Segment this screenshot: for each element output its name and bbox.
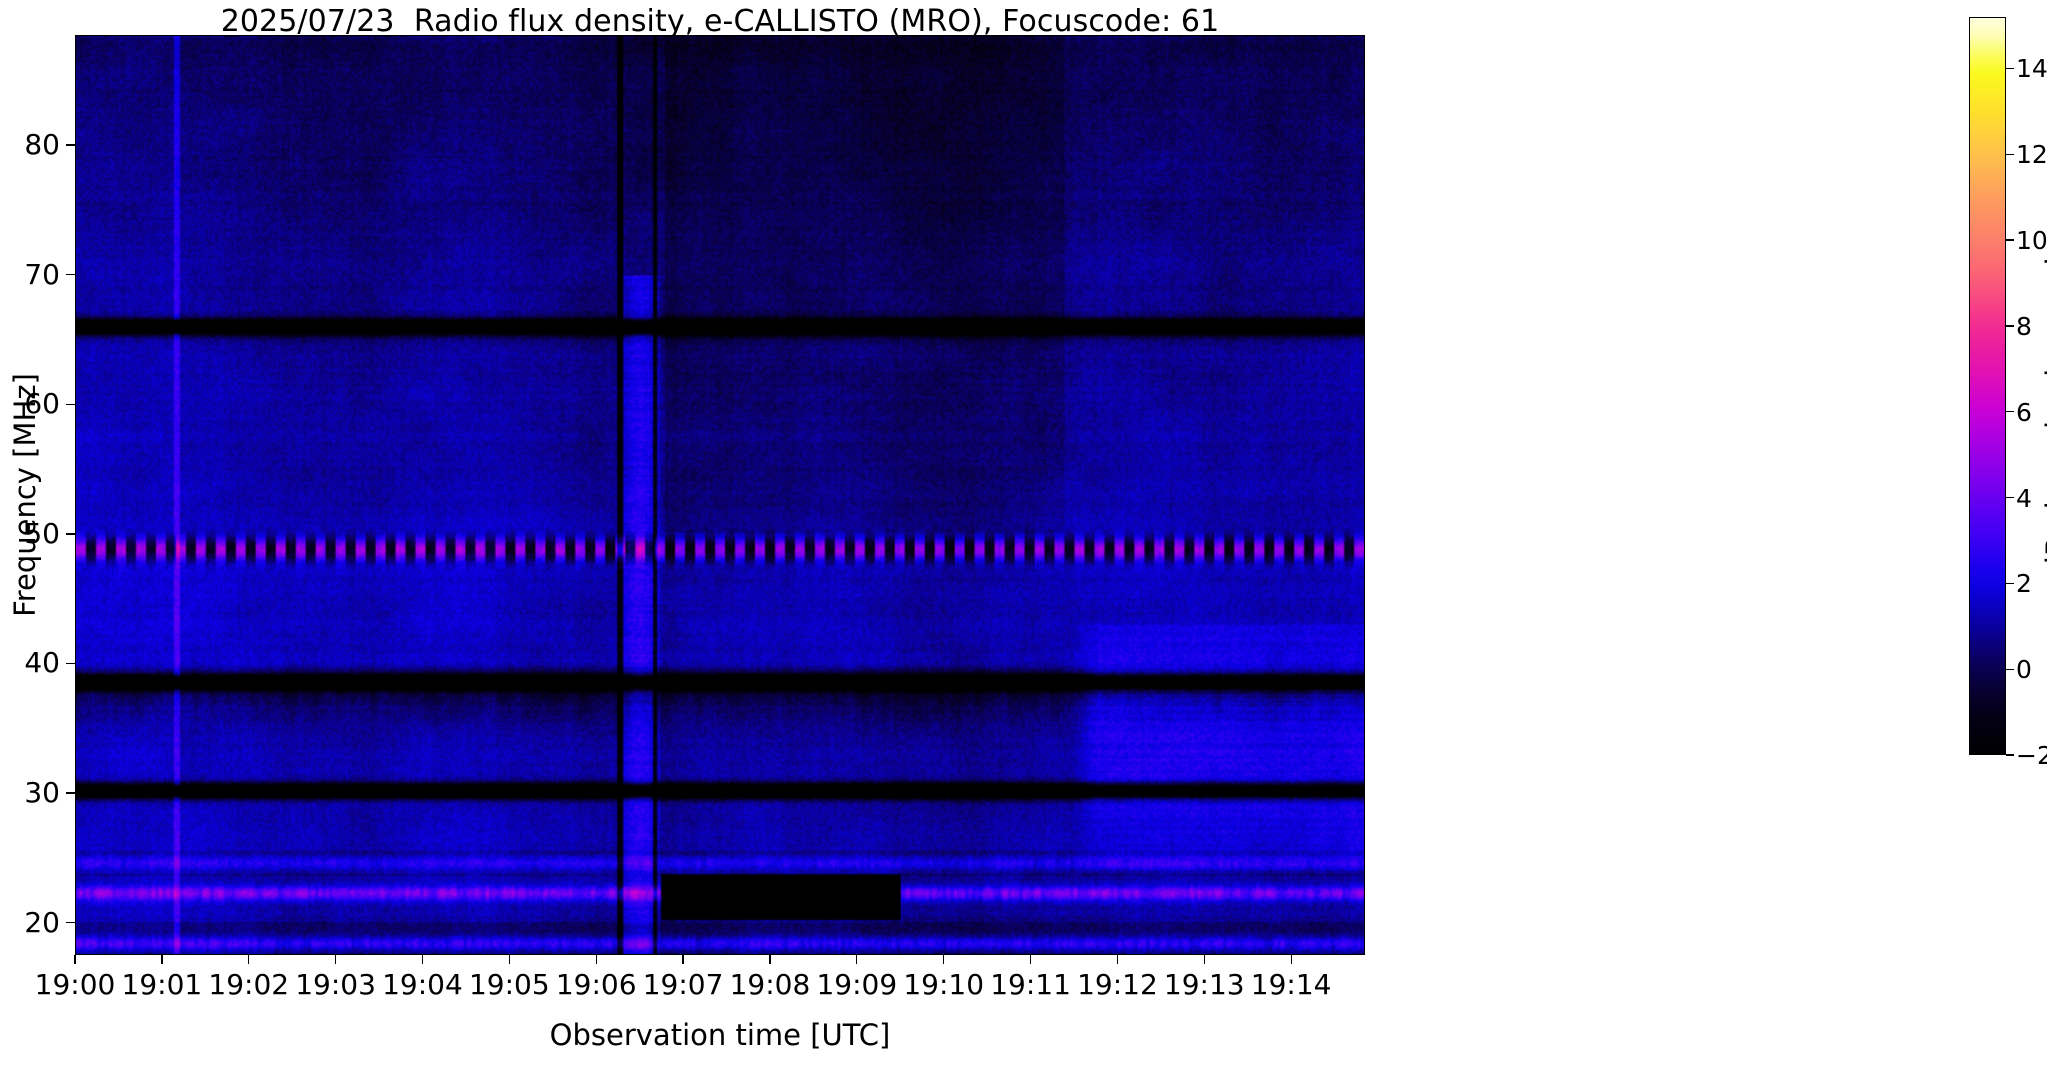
page-title: 2025/07/23 Radio flux density, e-CALLIST…: [220, 4, 1220, 39]
x-tick-label: 19:00: [34, 968, 116, 1001]
colorbar-tick-label: 8: [2016, 311, 2032, 341]
x-tick-label: 19:05: [468, 968, 550, 1001]
colorbar-tick-mark: [2006, 668, 2014, 670]
spectrogram-plot-area[interactable]: [75, 35, 1365, 955]
y-tick-mark: [66, 662, 75, 665]
x-tick-label: 19:14: [1250, 968, 1332, 1001]
y-tick-label: 20: [24, 905, 60, 939]
x-tick-mark: [856, 955, 858, 964]
x-tick-label: 19:08: [729, 968, 811, 1001]
x-tick-mark: [1290, 955, 1292, 964]
x-axis-label: Observation time [UTC]: [549, 1018, 891, 1052]
x-tick-mark: [248, 955, 250, 964]
x-tick-label: 19:06: [555, 968, 637, 1001]
colorbar-tick-label: 14: [2016, 54, 2047, 84]
colorbar-tick-mark: [2006, 153, 2014, 155]
x-tick-label: 19:01: [121, 968, 203, 1001]
x-tick-label: 19:04: [382, 968, 463, 1001]
x-tick-label: 19:11: [990, 968, 1071, 1001]
colorbar-tick-mark: [2006, 754, 2014, 756]
x-tick-label: 19:02: [208, 968, 290, 1001]
colorbar-tick-label: −2: [2016, 741, 2047, 770]
y-tick-label: 40: [24, 646, 60, 680]
y-tick-mark: [66, 274, 75, 276]
y-tick-mark: [66, 921, 75, 924]
colorbar[interactable]: [1969, 17, 2006, 755]
y-tick-label: 70: [24, 257, 60, 291]
x-tick-label: 19:09: [816, 968, 898, 1001]
y-tick-label: 30: [24, 776, 60, 810]
colorbar-tick-mark: [2006, 582, 2014, 585]
x-tick-mark: [595, 955, 597, 964]
colorbar-gradient: [1970, 18, 2005, 754]
x-tick-label: 19:12: [1077, 968, 1158, 1001]
colorbar-tick-label: 10: [2016, 226, 2047, 256]
x-tick-label: 19:07: [642, 968, 724, 1001]
y-tick-mark: [66, 792, 75, 794]
x-tick-mark: [508, 955, 510, 964]
y-tick-label: 80: [24, 128, 60, 162]
x-tick-mark: [161, 955, 163, 964]
x-tick-label: 19:13: [1163, 968, 1245, 1001]
colorbar-tick-label: 12: [2016, 140, 2047, 170]
colorbar-tick-label: 6: [2016, 397, 2032, 427]
x-tick-mark: [1116, 955, 1119, 964]
x-tick-mark: [334, 955, 337, 964]
colorbar-label: dB above background: [2040, 257, 2047, 575]
colorbar-tick-mark: [2006, 67, 2014, 70]
colorbar-tick-mark: [2006, 411, 2014, 413]
x-tick-mark: [682, 955, 684, 964]
x-tick-mark: [421, 955, 424, 964]
x-tick-label: 19:03: [295, 968, 376, 1001]
spectrogram-image: [76, 36, 1364, 954]
colorbar-tick-label: 2: [2016, 569, 2032, 599]
x-tick-label: 19:10: [903, 968, 985, 1001]
y-axis-label: Frequency [MHz]: [8, 373, 42, 617]
colorbar-tick-mark: [2006, 239, 2014, 241]
y-tick-mark: [66, 403, 75, 405]
x-tick-mark: [74, 955, 76, 964]
colorbar-tick-mark: [2006, 325, 2014, 327]
x-tick-mark: [1203, 955, 1205, 964]
colorbar-tick-label: 0: [2016, 655, 2032, 685]
colorbar-tick-mark: [2006, 496, 2014, 499]
y-tick-label: 60: [24, 387, 60, 421]
x-tick-mark: [943, 955, 945, 964]
x-tick-mark: [1029, 955, 1032, 964]
y-tick-label: 50: [24, 516, 60, 550]
colorbar-tick-label: 4: [2016, 483, 2032, 513]
y-tick-mark: [66, 533, 75, 535]
y-tick-mark: [66, 144, 75, 146]
x-tick-mark: [769, 955, 771, 964]
